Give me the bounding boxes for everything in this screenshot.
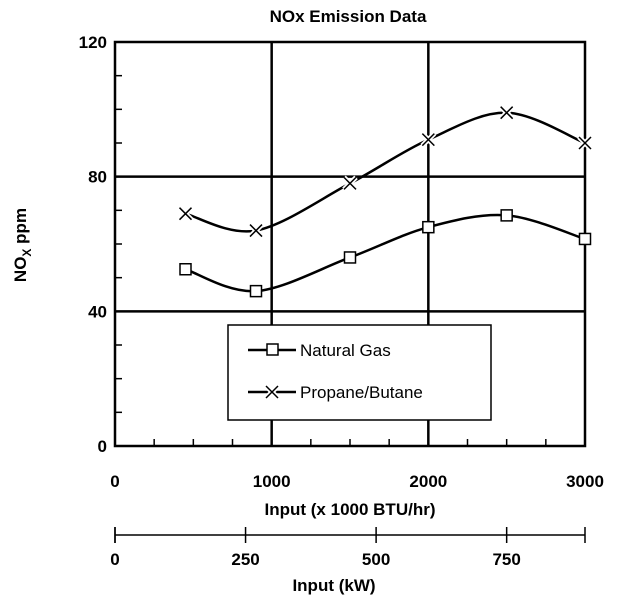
y-tick-label: 80 xyxy=(88,168,107,187)
legend-marker-propane-butane xyxy=(264,384,280,400)
data-point-propane-butane-1 xyxy=(248,222,264,239)
secondary-tick-label: 750 xyxy=(492,550,520,569)
y-tick-label: 0 xyxy=(98,437,107,456)
x-tick-labels: 0 1000 2000 3000 xyxy=(110,472,604,491)
data-point-propane-butane-4 xyxy=(498,104,515,121)
data-point-propane-butane-0 xyxy=(177,205,194,222)
data-point-natural-gas-5 xyxy=(578,232,592,246)
y-axis-label: NOX ppm xyxy=(11,208,34,282)
x-tick-label: 1000 xyxy=(253,472,291,491)
secondary-axis-label: Input (kW) xyxy=(292,576,375,595)
secondary-tick-label: 500 xyxy=(362,550,390,569)
y-tick-label: 40 xyxy=(88,302,107,321)
secondary-tick-label: 0 xyxy=(110,550,119,569)
data-point-propane-butane-3 xyxy=(420,131,437,148)
secondary-tick-labels: 0 250 500 750 xyxy=(110,550,521,569)
secondary-tick-label: 250 xyxy=(231,550,259,569)
data-point-natural-gas-1 xyxy=(249,284,263,298)
legend-label-propane-butane: Propane/Butane xyxy=(300,383,423,402)
x-tick-label: 0 xyxy=(110,472,119,491)
series-line-propane-butane xyxy=(185,111,586,233)
series-line-natural-gas xyxy=(185,213,586,293)
data-point-propane-butane-5 xyxy=(577,135,593,151)
secondary-ticks xyxy=(114,527,586,543)
x-tick-label: 3000 xyxy=(566,472,604,491)
legend-marker-natural-gas xyxy=(266,343,279,356)
x-axis-label: Input (x 1000 BTU/hr) xyxy=(265,500,436,519)
series-layer xyxy=(177,104,593,298)
data-point-propane-butane-2 xyxy=(342,175,358,192)
data-point-natural-gas-4 xyxy=(500,209,513,222)
data-point-natural-gas-0 xyxy=(179,263,192,276)
x-tick-label: 2000 xyxy=(409,472,447,491)
y-tick-label: 120 xyxy=(79,33,107,52)
legend: Natural Gas Propane/Butane xyxy=(227,324,492,421)
data-point-natural-gas-3 xyxy=(422,220,435,234)
legend-box xyxy=(227,324,492,421)
legend-label-natural-gas: Natural Gas xyxy=(300,341,391,360)
secondary-x-axis: 0 250 500 750 Input (kW) xyxy=(110,527,586,595)
chart-title: NOx Emission Data xyxy=(270,7,427,26)
y-tick-labels: 0 40 80 120 xyxy=(79,33,107,456)
data-point-natural-gas-2 xyxy=(343,251,357,264)
